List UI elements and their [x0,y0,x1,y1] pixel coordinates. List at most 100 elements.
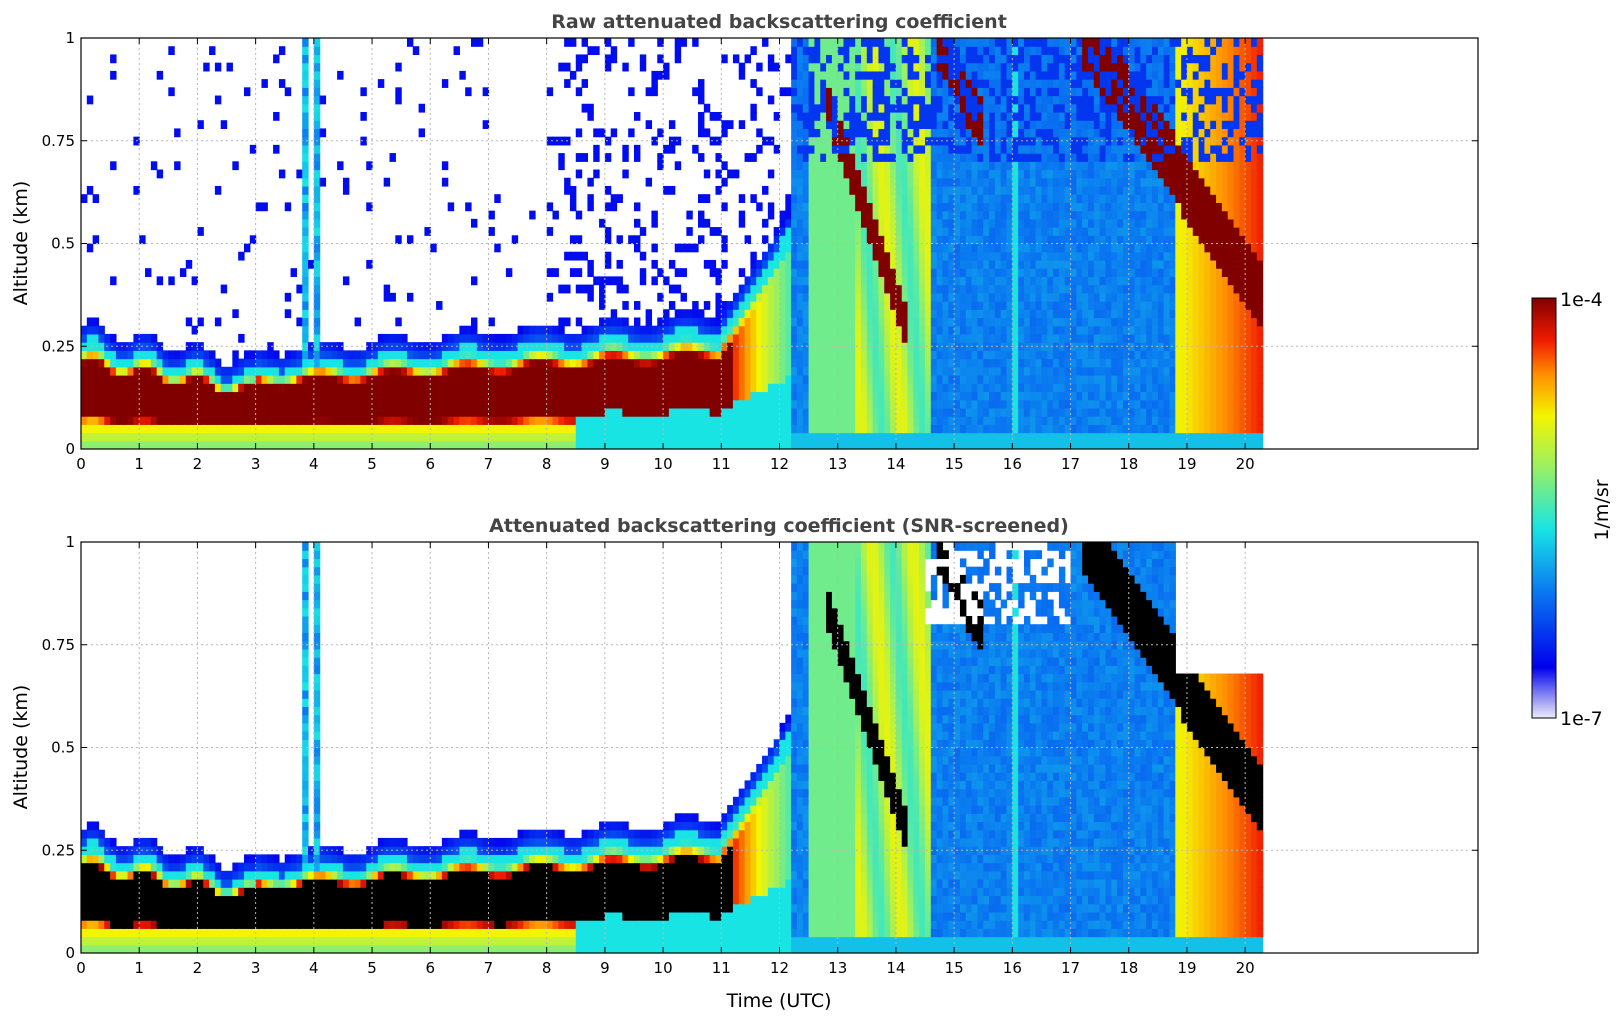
heatmap-cell [866,227,874,236]
heatmap-cell [604,399,612,409]
heatmap-cell [1076,259,1083,269]
heatmap-cell [814,87,821,97]
heatmap-cell [395,416,402,425]
heatmap-cell [453,416,460,425]
heatmap-cell [1099,325,1107,335]
heatmap-cell [331,407,338,417]
heatmap-cell [820,218,827,228]
heatmap-cell [308,399,315,409]
heatmap-cell [802,202,810,212]
heatmap-cell [191,424,199,434]
heatmap-cell [872,292,880,302]
heatmap-cell [1047,284,1054,294]
heatmap-cell [581,375,589,384]
heatmap-cell [942,383,949,393]
heatmap-cell [581,153,589,162]
heatmap-cell [715,136,722,146]
heatmap-cell [762,251,769,261]
heatmap-cell [511,342,519,351]
heatmap-cell [214,391,222,401]
heatmap-cell [313,95,321,105]
heatmap-cell [837,416,845,425]
heatmap-cell [884,62,891,72]
heatmap-cell [802,218,810,228]
heatmap-cell [866,325,874,335]
heatmap-cell [313,202,321,212]
heatmap-cell [581,251,589,261]
heatmap-cell [866,136,874,146]
heatmap-cell [633,202,641,212]
heatmap-cell [633,366,641,376]
heatmap-cell [884,391,891,401]
heatmap-cell [1088,144,1095,154]
heatmap-cell [890,70,897,80]
heatmap-cell [150,358,158,368]
heatmap-cell [558,358,565,368]
heatmap-cell [633,375,641,384]
heatmap-cell [860,383,868,393]
heatmap-cell [645,350,653,360]
heatmap-cell [983,292,990,302]
heatmap-cell [139,424,146,434]
heatmap-cell [930,153,938,162]
heatmap-cell [738,284,746,294]
heatmap-cell [604,325,612,335]
heatmap-cell [767,309,775,319]
heatmap-cell [762,399,769,409]
heatmap-cell [890,416,897,425]
heatmap-cell [715,169,722,179]
heatmap-cell [1053,407,1060,417]
heatmap-cell [727,424,734,434]
heatmap-cell [890,325,897,335]
heatmap-cell [302,161,309,171]
heatmap-cell [424,391,431,401]
heatmap-cell [441,177,449,187]
heatmap-cell [1012,350,1019,360]
heatmap-cell [1093,251,1101,261]
heatmap-cell [657,383,664,393]
heatmap-cell [814,111,821,121]
heatmap-cell [505,391,513,401]
heatmap-cell [319,128,327,138]
heatmap-cell [150,350,158,360]
heatmap-cell [936,79,944,88]
heatmap-cell [133,399,140,409]
heatmap-cell [814,292,821,302]
heatmap-cell [727,416,734,425]
heatmap-cell [989,227,996,236]
heatmap-cell [459,424,466,434]
heatmap-cell [936,38,944,47]
heatmap-cell [843,194,850,203]
heatmap-cell [1012,391,1019,401]
heatmap-cell [1070,440,1077,449]
heatmap-cell [948,144,955,154]
heatmap-cell [1047,342,1054,351]
heatmap-cell [680,366,687,376]
heatmap-cell [831,391,839,401]
heatmap-cell [1076,292,1083,302]
heatmap-cell [511,366,519,376]
heatmap-cell [1088,120,1095,130]
heatmap-cell [866,366,874,376]
heatmap-cell [959,95,967,105]
heatmap-cell [325,366,332,376]
heatmap-cell [767,259,775,269]
heatmap-cell [872,120,880,130]
heatmap-cell [878,153,885,162]
heatmap-cell [866,235,874,245]
heatmap-cell [930,399,938,409]
heatmap-cell [342,432,350,442]
heatmap-cell [1012,325,1019,335]
heatmap-cell [1047,399,1054,409]
heatmap-cell [1082,54,1089,64]
heatmap-cell [1064,317,1072,327]
heatmap-cell [814,309,821,319]
heatmap-cell [500,432,507,442]
heatmap-cell [342,350,350,360]
heatmap-cell [1105,424,1112,434]
heatmap-cell [622,333,629,343]
heatmap-cell [1006,54,1013,64]
heatmap-cell [977,185,984,195]
heatmap-cell [913,79,920,88]
heatmap-cell [377,383,385,393]
